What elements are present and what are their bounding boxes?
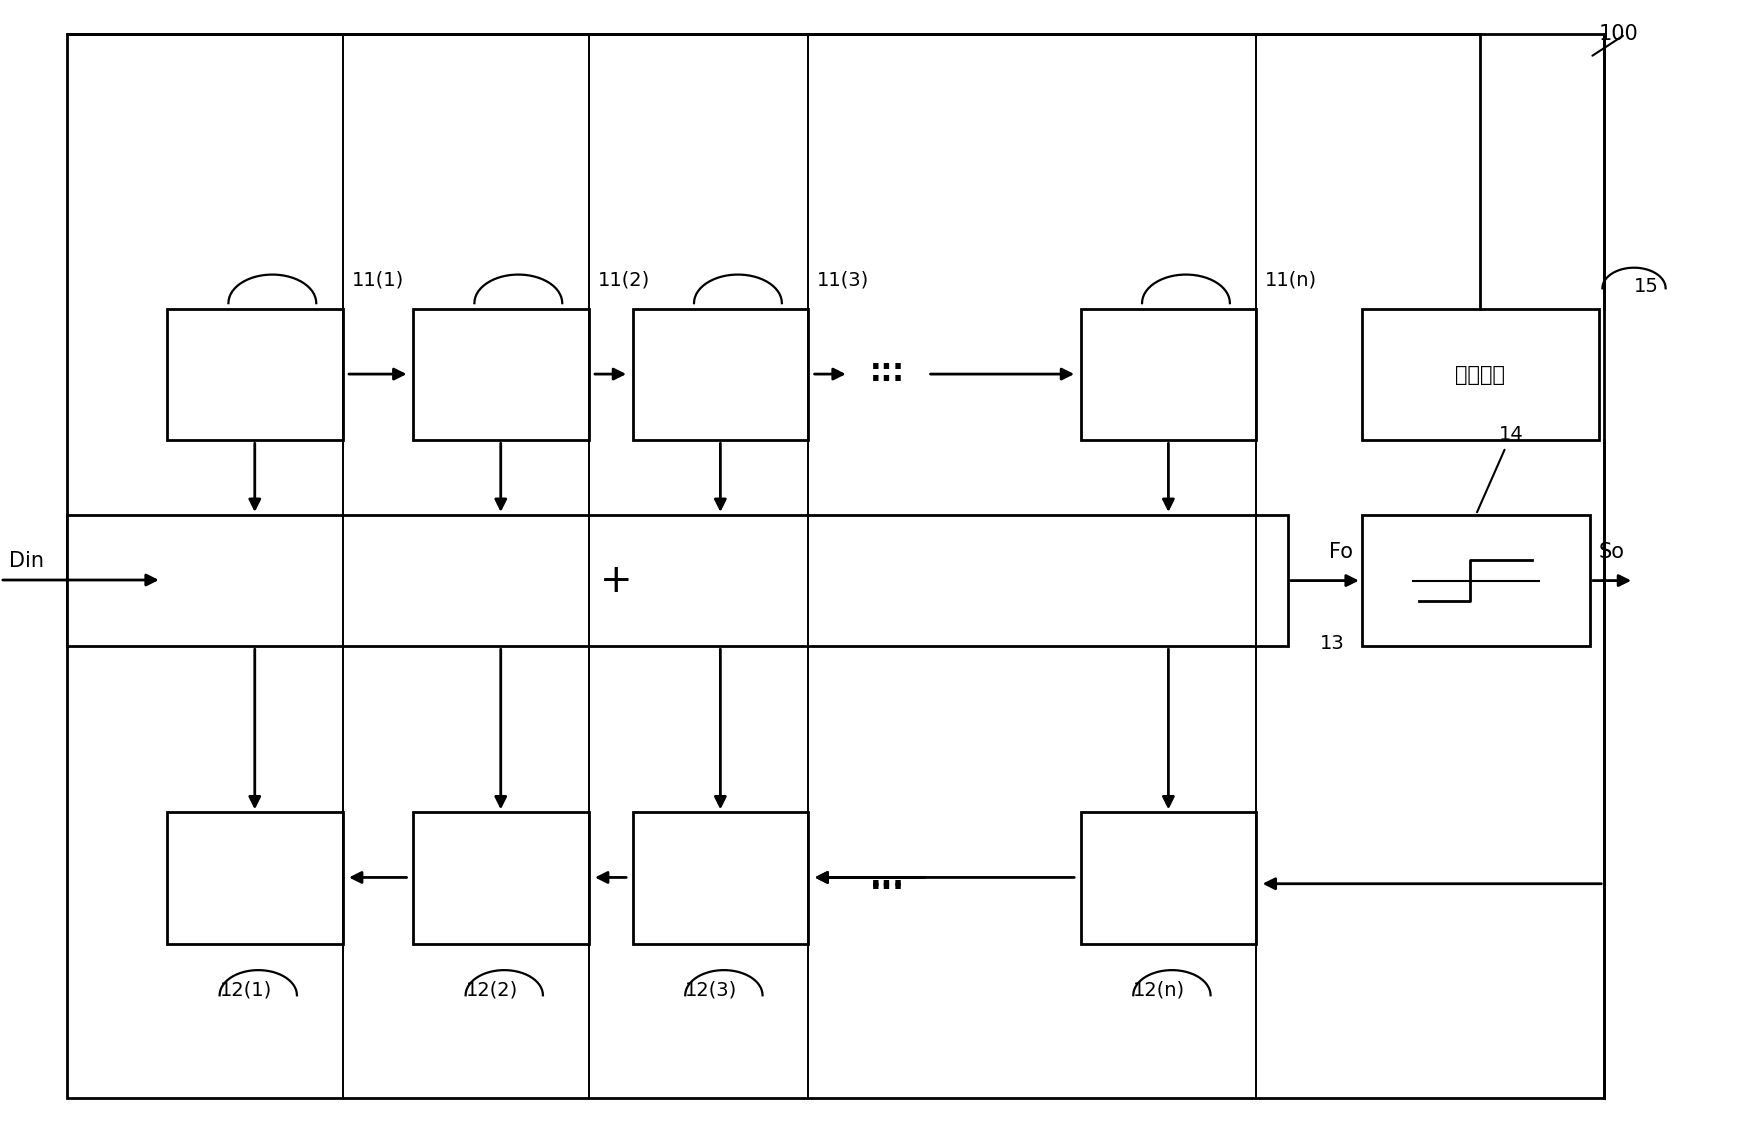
- FancyBboxPatch shape: [633, 309, 808, 440]
- Text: 12(1): 12(1): [220, 980, 272, 999]
- FancyBboxPatch shape: [1362, 309, 1599, 440]
- Text: +: +: [599, 562, 633, 599]
- Text: Fo: Fo: [1328, 542, 1353, 562]
- Text: 100: 100: [1599, 24, 1639, 45]
- FancyBboxPatch shape: [1362, 515, 1590, 646]
- FancyBboxPatch shape: [67, 34, 1604, 1098]
- Text: 14: 14: [1478, 426, 1523, 513]
- Text: 12(n): 12(n): [1133, 980, 1186, 999]
- Text: 12(3): 12(3): [685, 980, 738, 999]
- FancyBboxPatch shape: [67, 515, 1288, 646]
- FancyBboxPatch shape: [1081, 812, 1256, 944]
- Text: ...: ...: [870, 358, 905, 388]
- Text: So: So: [1599, 542, 1625, 562]
- Text: 11(2): 11(2): [597, 271, 650, 289]
- FancyBboxPatch shape: [1081, 309, 1256, 440]
- Text: ...: ...: [870, 863, 905, 892]
- Text: 控制电路: 控制电路: [1455, 365, 1506, 384]
- Text: 11(1): 11(1): [351, 271, 404, 289]
- FancyBboxPatch shape: [413, 309, 589, 440]
- FancyBboxPatch shape: [413, 812, 589, 944]
- Text: 12(2): 12(2): [466, 980, 518, 999]
- Text: 15: 15: [1634, 277, 1659, 295]
- FancyBboxPatch shape: [167, 309, 343, 440]
- Text: Din: Din: [9, 550, 44, 571]
- FancyBboxPatch shape: [167, 812, 343, 944]
- Text: 13: 13: [1320, 634, 1344, 653]
- Text: ...: ...: [870, 345, 905, 375]
- Text: 11(3): 11(3): [817, 271, 870, 289]
- Text: 11(n): 11(n): [1265, 271, 1318, 289]
- FancyBboxPatch shape: [633, 812, 808, 944]
- Text: ...: ...: [870, 866, 905, 896]
